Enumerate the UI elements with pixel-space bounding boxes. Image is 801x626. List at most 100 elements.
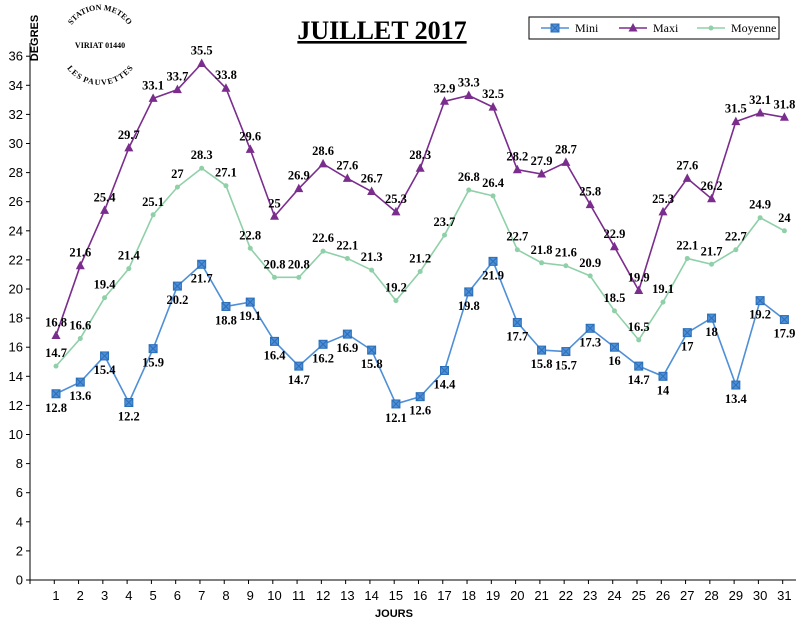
- mini-marker: [75, 377, 85, 387]
- y-tick-label: 18: [9, 311, 23, 326]
- moyenne-marker: [199, 165, 205, 171]
- x-tick-label: 3: [101, 588, 108, 603]
- x-tick-label: 10: [267, 588, 281, 603]
- mini-data-label: 16.4: [264, 348, 287, 362]
- mini-data-label: 21.7: [191, 271, 213, 285]
- mini-data-label: 19.2: [749, 308, 771, 322]
- mini-marker: [707, 313, 717, 323]
- mini-data-label: 15.8: [531, 357, 553, 371]
- maxi-data-label: 25.3: [652, 192, 674, 206]
- moyenne-data-label: 20.9: [579, 256, 601, 270]
- chart-title: JUILLET 2017: [297, 16, 466, 45]
- moyenne-data-label: 22.8: [239, 228, 261, 242]
- mini-marker: [512, 317, 522, 327]
- moyenne-marker: [587, 273, 593, 279]
- moyenne-data-label: 21.4: [118, 249, 141, 263]
- mini-marker: [342, 329, 352, 339]
- y-tick-label: 2: [16, 543, 23, 558]
- maxi-data-label: 27.6: [676, 158, 698, 172]
- legend-mini-marker: [550, 23, 560, 33]
- moyenne-marker: [466, 187, 472, 193]
- x-tick-label: 25: [631, 588, 645, 603]
- mini-data-label: 19.8: [458, 299, 480, 313]
- mini-marker: [779, 315, 789, 325]
- mini-marker: [755, 296, 765, 306]
- mini-marker: [124, 397, 134, 407]
- moyenne-marker: [344, 255, 350, 261]
- maxi-data-label: 33.3: [458, 75, 480, 89]
- mini-data-label: 20.2: [166, 293, 188, 307]
- x-tick-label: 5: [150, 588, 157, 603]
- mini-data-label: 14: [657, 383, 670, 397]
- maxi-data-label: 19.9: [628, 270, 650, 284]
- moyenne-marker: [77, 335, 83, 341]
- y-tick-label: 10: [9, 427, 23, 442]
- mini-marker: [634, 361, 644, 371]
- maxi-data-label: 26.9: [288, 169, 310, 183]
- mini-data-label: 14.7: [288, 373, 310, 387]
- maxi-data-label: 31.8: [773, 97, 795, 111]
- maxi-data-label: 27.6: [336, 158, 358, 172]
- maxi-data-label: 35.5: [191, 43, 213, 57]
- mini-marker: [488, 256, 498, 266]
- maxi-marker: [148, 93, 158, 102]
- maxi-data-label: 32.1: [749, 93, 771, 107]
- x-tick-label: 4: [125, 588, 132, 603]
- x-tick-label: 11: [292, 588, 306, 603]
- mini-data-label: 16: [608, 354, 621, 368]
- x-tick-label: 23: [583, 588, 597, 603]
- maxi-marker: [318, 158, 328, 168]
- y-tick-label: 6: [16, 485, 23, 500]
- moyenne-data-label: 23.7: [434, 215, 456, 229]
- x-tick-label: 15: [389, 588, 403, 603]
- mini-marker: [561, 347, 571, 357]
- mini-data-label: 17.3: [579, 335, 601, 349]
- maxi-data-label: 28.2: [506, 150, 528, 164]
- legend-box: [528, 16, 780, 40]
- x-tick-label: 17: [437, 588, 451, 603]
- x-tick-label: 6: [174, 588, 181, 603]
- mini-marker: [270, 336, 280, 346]
- mini-marker: [585, 323, 595, 333]
- moyenne-marker: [781, 228, 787, 234]
- mini-data-label: 13.6: [69, 389, 91, 403]
- y-tick-label: 28: [9, 165, 23, 180]
- moyenne-data-label: 22.7: [506, 230, 528, 244]
- moyenne-data-label: 24.9: [749, 198, 771, 212]
- mini-data-label: 15.7: [555, 359, 577, 373]
- moyenne-data-label: 22.1: [676, 238, 698, 252]
- mini-marker: [537, 345, 547, 355]
- mini-data-label: 15.8: [361, 357, 383, 371]
- maxi-marker: [585, 199, 595, 209]
- y-tick-label: 0: [16, 573, 23, 588]
- maxi-data-label: 33.1: [142, 78, 164, 92]
- maxi-marker: [270, 211, 280, 220]
- maxi-marker: [512, 164, 522, 174]
- maxi-marker: [172, 84, 182, 94]
- x-tick-label: 13: [340, 588, 354, 603]
- maxi-marker: [342, 173, 352, 182]
- maxi-data-label: 29.7: [118, 128, 140, 142]
- x-tick-label: 26: [656, 588, 670, 603]
- maxi-data-label: 26.2: [701, 179, 723, 193]
- maxi-data-label: 33.8: [215, 68, 237, 82]
- moyenne-data-label: 25.1: [142, 195, 164, 209]
- moyenne-data-label: 19.4: [94, 278, 117, 292]
- moyenne-data-label: 22.6: [312, 231, 334, 245]
- maxi-data-label: 32.9: [434, 81, 456, 95]
- x-tick-label: 2: [77, 588, 84, 603]
- mini-marker: [439, 365, 449, 375]
- mini-marker: [367, 345, 377, 355]
- mini-data-label: 12.6: [409, 404, 431, 418]
- x-tick-label: 22: [559, 588, 573, 603]
- moyenne-data-label: 21.6: [555, 246, 577, 260]
- moyenne-marker: [660, 299, 666, 305]
- x-tick-label: 21: [534, 588, 548, 603]
- legend-moyenne-label: Moyenne: [731, 21, 776, 35]
- x-tick-label: 28: [704, 588, 718, 603]
- moyenne-data-label: 22.7: [725, 230, 747, 244]
- maxi-data-label: 25.8: [579, 185, 601, 199]
- mini-marker: [464, 287, 474, 297]
- y-tick-label: 24: [9, 223, 23, 238]
